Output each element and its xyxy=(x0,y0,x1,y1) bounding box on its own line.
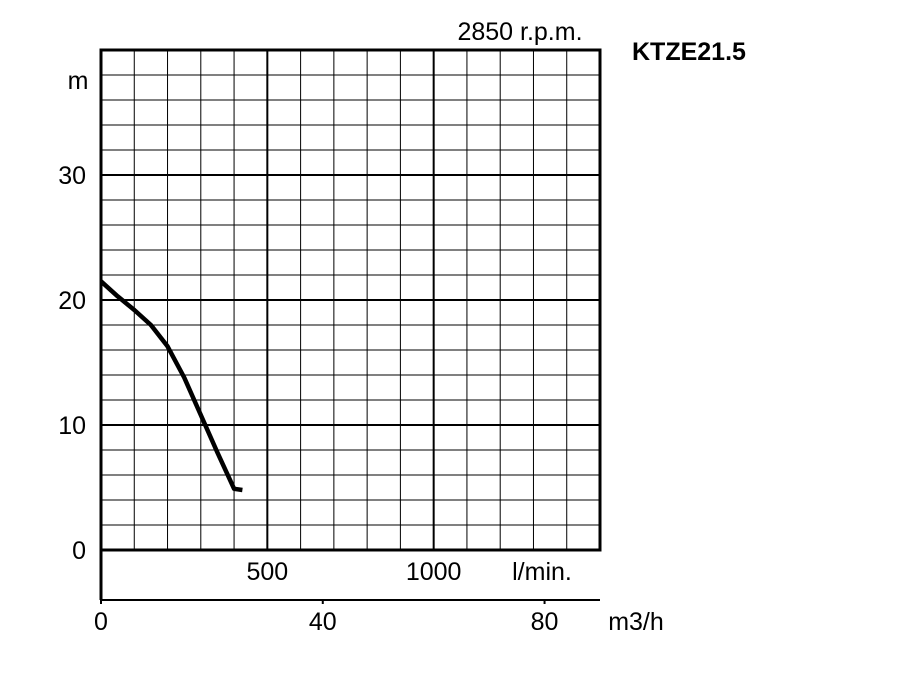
flow-m3h-unit-label: m3/h xyxy=(608,608,664,636)
y-tick-label: 20 xyxy=(58,287,86,315)
chart-title: KTZE21.5 xyxy=(632,38,746,66)
label-group: 2850 r.p.m. KTZE21.5 m l/min. m3/h 0 10 20… xyxy=(58,18,746,636)
y-tick-label: 0 xyxy=(72,537,86,565)
x-tick-label-lmin: 500 xyxy=(246,558,288,586)
y-axis-label: m xyxy=(68,67,89,95)
x-tick-label-m3h: 0 xyxy=(94,608,108,636)
speed-label: 2850 r.p.m. xyxy=(457,18,582,46)
flow-lmin-unit-label: l/min. xyxy=(512,558,572,586)
x-tick-label-lmin: 1000 xyxy=(406,558,462,586)
plot-frame xyxy=(99,48,602,604)
x-tick-label-m3h: 40 xyxy=(309,608,337,636)
performance-curve-line xyxy=(99,279,243,493)
series-group xyxy=(99,279,243,493)
plot-border xyxy=(99,48,602,552)
grid-lines xyxy=(101,50,600,550)
y-tick-label: 30 xyxy=(58,162,86,190)
y-tick-label: 10 xyxy=(58,412,86,440)
x-tick-label-m3h: 80 xyxy=(531,608,559,636)
